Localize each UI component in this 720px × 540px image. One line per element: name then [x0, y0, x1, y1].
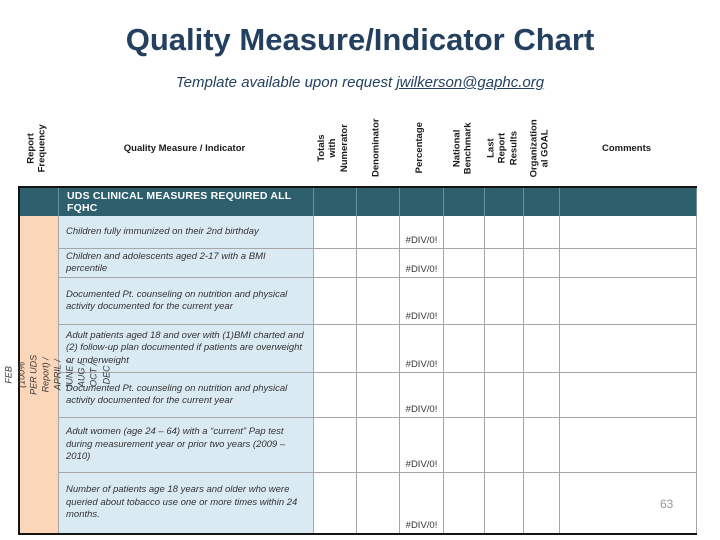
last-report-cell-empty — [485, 216, 524, 249]
section-header-cell — [357, 188, 400, 216]
goal-cell-empty — [524, 473, 560, 533]
measure-cell: Number of patients age 18 years and olde… — [59, 473, 314, 533]
last-report-cell-empty — [485, 278, 524, 325]
comments-cell-empty — [560, 216, 697, 249]
column-header-denominator: Denominator — [370, 118, 382, 178]
section-header-cell — [485, 188, 524, 216]
email-link[interactable]: jwilkerson@gaphc.org — [396, 74, 545, 91]
numerator-cell-empty — [314, 325, 357, 373]
measure-cell: Documented Pt. counseling on nutrition a… — [59, 373, 314, 418]
last-report-cell-empty — [485, 325, 524, 373]
measure-cell: Children fully immunized on their 2nd bi… — [59, 216, 314, 249]
last-report-cell-empty — [485, 418, 524, 473]
comments-cell-empty — [560, 473, 697, 533]
comments-cell-empty — [560, 325, 697, 373]
last-report-cell-empty — [485, 373, 524, 418]
measure-cell: Documented Pt. counseling on nutrition a… — [59, 278, 314, 325]
benchmark-cell-empty — [444, 418, 485, 473]
column-header-organizational-goal: Organization al GOAL — [528, 118, 551, 178]
column-header-national-benchmark: National Benchmark — [451, 122, 474, 174]
goal-cell-empty — [524, 249, 560, 278]
denominator-cell-empty — [357, 216, 400, 249]
benchmark-cell-empty — [444, 373, 485, 418]
goal-cell-empty — [524, 216, 560, 249]
column-header-last-report-results: Last Report Results — [485, 130, 520, 166]
numerator-cell-empty — [314, 249, 357, 278]
report-frequency-cell: REPORT BI-MONTHLY FEB (100% PER UDS Repo… — [0, 216, 111, 533]
last-report-cell-empty — [485, 473, 524, 533]
goal-cell-empty — [524, 418, 560, 473]
comments-cell-empty — [560, 278, 697, 325]
section-header-cell — [314, 188, 357, 216]
goal-cell-empty — [524, 278, 560, 325]
goal-cell-empty — [524, 373, 560, 418]
percentage-cell: #DIV/0! — [400, 373, 444, 418]
numerator-cell-empty — [314, 278, 357, 325]
numerator-cell-empty — [314, 473, 357, 533]
section-header-cell — [560, 188, 697, 216]
percentage-cell: #DIV/0! — [400, 216, 444, 249]
comments-cell-empty — [560, 249, 697, 278]
denominator-cell-empty — [357, 418, 400, 473]
numerator-cell-empty — [314, 418, 357, 473]
comments-cell-empty — [560, 373, 697, 418]
numerator-cell-empty — [314, 373, 357, 418]
percentage-cell: #DIV/0! — [400, 418, 444, 473]
report-frequency-note: REPORT BI-MONTHLY FEB (100% PER UDS Repo… — [0, 353, 111, 396]
subtitle-text: Template available upon request — [175, 74, 397, 91]
section-header-cell — [524, 188, 560, 216]
section-header-cell — [444, 188, 485, 216]
measure-cell: Children and adolescents aged 2-17 with … — [59, 249, 314, 278]
benchmark-cell-empty — [444, 216, 485, 249]
last-report-cell-empty — [485, 249, 524, 278]
column-header-quality-measure: Quality Measure / Indicator — [123, 142, 246, 154]
benchmark-cell-empty — [444, 473, 485, 533]
column-header-percentage: Percentage — [414, 122, 426, 174]
benchmark-cell-empty — [444, 278, 485, 325]
slide-subtitle: Template available upon request jwilkers… — [0, 74, 720, 91]
benchmark-cell-empty — [444, 325, 485, 373]
denominator-cell-empty — [357, 325, 400, 373]
numerator-cell-empty — [314, 216, 357, 249]
column-header-report-frequency: Report Frequency — [26, 123, 49, 173]
column-header-totals-with-numerator: Totals with Numerator — [316, 123, 351, 173]
table-header-row: Report Frequency Quality Measure / Indic… — [18, 112, 695, 184]
percentage-cell: #DIV/0! — [400, 249, 444, 278]
page-number: 63 — [660, 497, 674, 511]
section-header-cell — [400, 188, 444, 216]
percentage-cell: #DIV/0! — [400, 473, 444, 533]
denominator-cell-empty — [357, 373, 400, 418]
measure-cell: Adult patients aged 18 and over with (1)… — [59, 325, 314, 373]
goal-cell-empty — [524, 325, 560, 373]
denominator-cell-empty — [357, 249, 400, 278]
page-title: Quality Measure/Indicator Chart — [125, 22, 595, 57]
benchmark-cell-empty — [444, 249, 485, 278]
quality-measures-table: UDS CLINICAL MEASURES REQUIRED ALL FQHC … — [0, 186, 697, 535]
section-header-cell — [20, 188, 59, 216]
percentage-cell: #DIV/0! — [400, 278, 444, 325]
section-header-title: UDS CLINICAL MEASURES REQUIRED ALL FQHC — [59, 188, 314, 216]
column-header-comments: Comments — [601, 142, 652, 154]
measure-cell: Adult women (age 24 – 64) with a “curren… — [59, 418, 314, 473]
comments-cell-empty — [560, 418, 697, 473]
denominator-cell-empty — [357, 473, 400, 533]
percentage-cell: #DIV/0! — [400, 325, 444, 373]
denominator-cell-empty — [357, 278, 400, 325]
